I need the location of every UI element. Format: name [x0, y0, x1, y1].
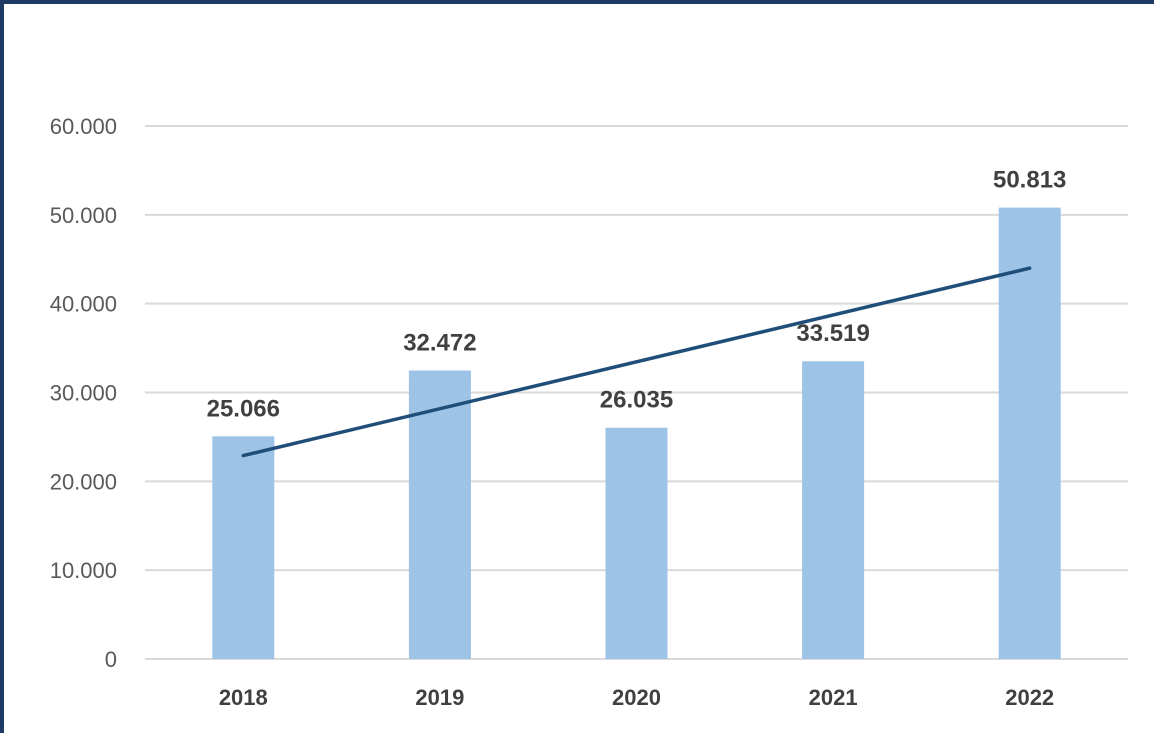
data-label: 26.035: [600, 387, 673, 414]
x-category-label: 2022: [1005, 685, 1054, 710]
y-tick-label: 30.000: [50, 381, 117, 406]
bar-2020: [605, 427, 668, 659]
bar-2022: [998, 207, 1061, 659]
y-tick-label: 50.000: [50, 203, 117, 228]
x-category-label: 2021: [809, 685, 858, 710]
data-label: 32.472: [403, 330, 476, 357]
y-tick-label: 40.000: [50, 292, 117, 317]
y-tick-label: 10.000: [50, 558, 117, 583]
bars: [212, 207, 1061, 659]
x-category-label: 2020: [612, 685, 661, 710]
bar-2019: [408, 370, 471, 659]
y-tick-label: 0: [105, 647, 117, 672]
x-category-label: 2018: [219, 685, 268, 710]
data-label: 25.066: [207, 395, 280, 422]
y-tick-label: 60.000: [50, 114, 117, 139]
y-axis-tick-labels: 0 10.000 20.000 30.000 40.000 50.000 60.000: [50, 114, 117, 672]
x-axis-category-labels: 2018 2019 2020 2021 2022: [219, 685, 1054, 710]
bar-2018: [212, 436, 275, 659]
trendline-layer: [241, 266, 1032, 458]
trendline: [241, 266, 1032, 458]
y-tick-label: 20.000: [50, 469, 117, 494]
data-labels: 25.066 32.472 26.035 33.519 50.813: [207, 167, 1067, 423]
data-label: 33.519: [796, 320, 869, 347]
x-category-label: 2019: [415, 685, 464, 710]
data-label: 50.813: [993, 167, 1066, 194]
bar-2021: [802, 361, 865, 659]
